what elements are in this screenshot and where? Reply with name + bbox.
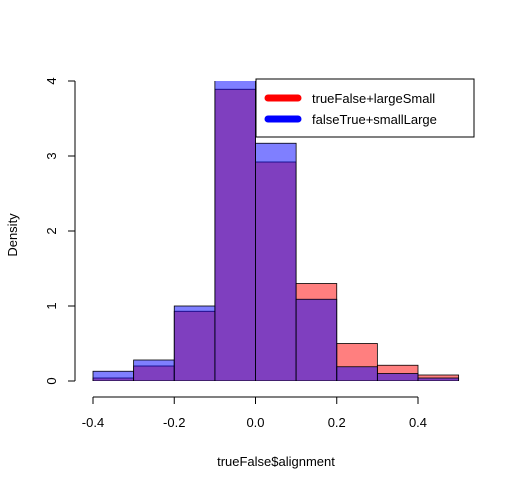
bar-series-2-bin-7 <box>336 366 378 381</box>
y-axis-label: Density <box>5 213 20 257</box>
x-axis: -0.4 -0.2 0.0 0.2 0.4 <box>82 396 427 430</box>
histogram-bars <box>92 81 460 381</box>
bar-series-2-bin-6 <box>295 298 338 381</box>
y-tick-label: 4 <box>44 77 59 84</box>
x-axis-label: trueFalse$alignment <box>217 454 335 469</box>
bar-series-2-bin-3 <box>173 305 216 381</box>
bar-series-2-bin-5 <box>255 142 297 381</box>
legend-box <box>255 78 475 138</box>
y-tick-label: 1 <box>44 302 59 309</box>
y-tick-label: 2 <box>44 227 59 234</box>
bar-series-2-bin-9 <box>417 377 460 381</box>
bar-series-2-bin-4 <box>214 81 256 381</box>
x-tick-label: 0.2 <box>328 415 346 430</box>
legend: trueFalse+largeSmall falseTrue+smallLarge <box>255 78 475 138</box>
y-axis: 0 1 2 3 4 <box>44 77 76 385</box>
legend-label-1: trueFalse+largeSmall <box>312 91 435 106</box>
x-tick-label: -0.4 <box>82 415 104 430</box>
bar-series-2-bin-1 <box>92 370 135 381</box>
x-tick-label: 0.0 <box>246 415 264 430</box>
x-tick-label: 0.4 <box>409 415 427 430</box>
y-tick-label: 0 <box>44 377 59 384</box>
bar-series-2-bin-2 <box>133 359 175 381</box>
bar-series-2-bin-8 <box>376 373 419 381</box>
x-tick-label: -0.2 <box>163 415 185 430</box>
y-tick-label: 3 <box>44 152 59 159</box>
legend-label-2: falseTrue+smallLarge <box>312 112 437 127</box>
